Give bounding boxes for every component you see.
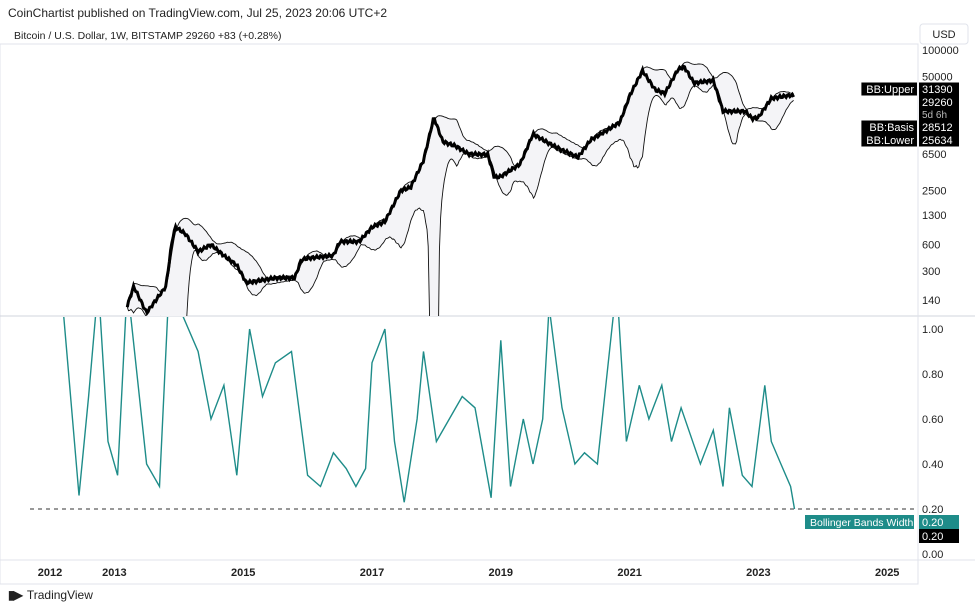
price-line — [125, 64, 795, 316]
price-label-box — [919, 133, 959, 147]
price-tick-label: 50000 — [922, 71, 953, 83]
time-tick-label: 2017 — [360, 567, 384, 579]
price-label-box — [919, 95, 959, 109]
price-label-box — [919, 120, 959, 134]
bb-lower-line — [126, 84, 794, 316]
price-label-value: 28512 — [922, 122, 953, 134]
bbw-tick-label: 0.60 — [922, 414, 943, 426]
price-label-value: 25634 — [922, 135, 953, 147]
bar-countdown-box — [919, 108, 959, 121]
currency-label: USD — [932, 29, 955, 41]
price-pane — [125, 61, 795, 316]
bbw-hline-value-box — [919, 529, 959, 543]
bbw-value-box — [919, 515, 959, 529]
currency-button[interactable] — [919, 23, 969, 45]
bbw-tick-label: 0.80 — [922, 369, 943, 381]
price-tick-label: 6500 — [922, 149, 946, 161]
time-tick-label: 2023 — [746, 567, 770, 579]
price-tick-label: 2500 — [922, 185, 946, 197]
time-tick-label: 2013 — [102, 567, 126, 579]
price-tick-label: 600 — [922, 240, 940, 252]
time-tick-label: 2021 — [617, 567, 641, 579]
price-tick-label: 140 — [922, 295, 940, 307]
time-tick-label: 2019 — [489, 567, 513, 579]
price-label-value: 29260 — [922, 97, 953, 109]
tradingview-logo: ▮▶ TradingView — [8, 588, 93, 602]
price-label-value: 31390 — [922, 84, 953, 96]
bar-countdown: 5d 6h — [922, 110, 947, 121]
price-tick-label: 300 — [922, 266, 940, 278]
bbw-tick-label: 0.00 — [922, 549, 943, 561]
price-label-name-box — [861, 120, 917, 134]
bbw-tick-label: 1.00 — [922, 324, 943, 336]
bbw-value: 0.20 — [922, 517, 943, 529]
price-tick-label: 1300 — [922, 210, 946, 222]
price-label-name: BB:Lower — [866, 135, 914, 147]
price-label-name-box — [861, 133, 917, 147]
price-label-name: BB:Upper — [866, 84, 914, 96]
bbw-line — [63, 317, 796, 510]
tradingview-logo-text: TradingView — [26, 588, 93, 602]
bbw-tick-label: 0.20 — [922, 504, 943, 516]
time-tick-label: 2025 — [875, 567, 899, 579]
bbw-name: Bollinger Bands Width — [810, 517, 913, 529]
bbw-tick-label: 0.40 — [922, 459, 943, 471]
bbw-name-box — [805, 515, 914, 529]
price-label-name: BB:Basis — [869, 122, 914, 134]
time-tick-label: 2012 — [38, 567, 62, 579]
bb-upper-line — [126, 61, 794, 308]
price-label-name-box — [861, 82, 917, 96]
bbw-hline-value: 0.20 — [922, 531, 943, 543]
symbol-legend: Bitcoin / U.S. Dollar, 1W, BITSTAMP 2926… — [14, 30, 282, 42]
price-tick-label: 100000 — [922, 45, 959, 57]
bb-fill — [127, 62, 794, 316]
tradingview-logo-icon: ▮▶ — [8, 588, 23, 602]
time-tick-label: 2015 — [231, 567, 255, 579]
price-label-box — [919, 82, 959, 96]
publisher-line: CoinChartist published on TradingView.co… — [8, 6, 388, 20]
indicator-pane — [30, 317, 918, 510]
